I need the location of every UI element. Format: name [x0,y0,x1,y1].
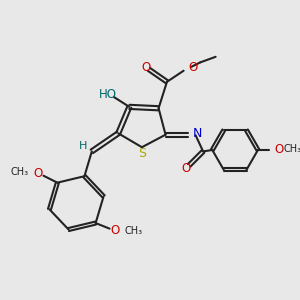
Text: N: N [193,127,202,140]
Text: H: H [79,141,88,152]
Text: O: O [274,143,283,156]
Text: CH₃: CH₃ [10,167,28,177]
Text: O: O [181,162,190,175]
Text: O: O [110,224,119,236]
Text: CH₃: CH₃ [284,144,300,154]
Text: O: O [34,167,43,180]
Text: CH₃: CH₃ [125,226,143,236]
Text: S: S [139,147,146,160]
Text: O: O [189,61,198,74]
Text: HO: HO [99,88,117,101]
Text: O: O [141,61,150,74]
